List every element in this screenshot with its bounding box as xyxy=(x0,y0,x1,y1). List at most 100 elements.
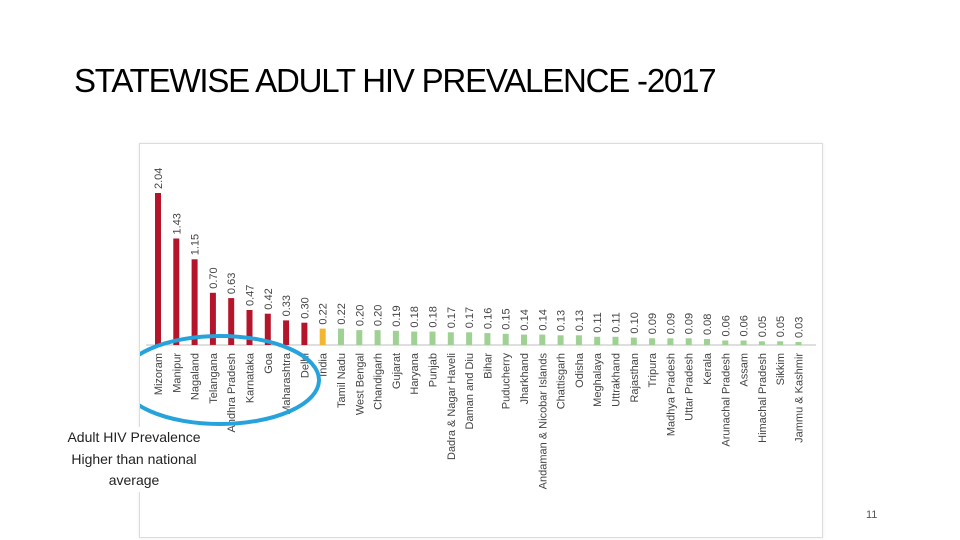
bar xyxy=(484,333,491,345)
value-label: 0.05 xyxy=(775,316,787,337)
category-label: Madhya Pradesh xyxy=(665,353,677,436)
category-label: Odisha xyxy=(574,352,586,388)
bar xyxy=(374,330,381,345)
category-label: Assam xyxy=(739,353,751,387)
category-label: Chattisgarh xyxy=(556,353,568,409)
category-label: West Bengal xyxy=(354,353,366,415)
value-label: 0.33 xyxy=(281,295,293,316)
value-label: 0.10 xyxy=(629,312,641,333)
category-label: Jammu & Kashmir xyxy=(794,353,806,443)
value-label: 0.11 xyxy=(611,312,623,333)
page-number: 11 xyxy=(866,509,878,521)
value-label: 0.08 xyxy=(702,314,714,335)
bar xyxy=(338,328,344,345)
value-label: 0.42 xyxy=(263,288,275,309)
bar xyxy=(319,328,326,345)
bar xyxy=(447,332,454,345)
category-label: Telangana xyxy=(208,352,220,404)
category-label: Meghalaya xyxy=(592,352,604,407)
bar xyxy=(283,320,290,345)
bar xyxy=(429,331,436,345)
category-label: Mizoram xyxy=(153,353,165,395)
value-label: 0.18 xyxy=(409,306,421,327)
bar xyxy=(521,334,527,345)
category-label: Andaman & Nicobar Islands xyxy=(537,353,549,490)
bar xyxy=(155,193,161,345)
bar xyxy=(411,331,418,345)
bar xyxy=(228,298,235,345)
category-label: Rajasthan xyxy=(629,353,641,403)
bar xyxy=(685,338,692,345)
value-label: 0.16 xyxy=(482,308,494,329)
category-label: Daman and Diu xyxy=(464,353,476,429)
bar xyxy=(795,342,802,345)
bar xyxy=(173,238,180,345)
bar xyxy=(466,332,473,345)
value-label: 0.05 xyxy=(757,316,769,337)
bar xyxy=(704,339,710,345)
category-label: India xyxy=(318,352,330,377)
value-label: 0.09 xyxy=(647,313,659,334)
bar xyxy=(722,340,729,345)
value-label: 0.14 xyxy=(537,309,549,330)
bar xyxy=(777,341,784,345)
category-label: Uttar Pradesh xyxy=(684,353,696,421)
bar xyxy=(209,292,216,345)
value-label: 0.14 xyxy=(519,309,531,330)
value-label: 0.15 xyxy=(501,308,513,329)
category-label: Manipur xyxy=(171,353,183,393)
bar xyxy=(392,330,399,345)
value-label: 1.15 xyxy=(190,234,202,255)
value-label: 1.43 xyxy=(171,213,183,234)
value-label: 0.11 xyxy=(592,312,604,333)
category-label: Dadra & Nagar Haveli xyxy=(446,353,458,460)
bar xyxy=(575,335,582,345)
value-label: 0.17 xyxy=(446,307,458,328)
bar xyxy=(502,333,509,345)
value-label: 0.30 xyxy=(299,297,311,318)
category-label: Jharkhand xyxy=(519,353,531,404)
category-label: Maharashtra xyxy=(281,352,293,415)
category-label: Uttrakhand xyxy=(611,353,623,407)
category-label: Himachal Pradesh xyxy=(757,353,769,443)
value-label: 0.47 xyxy=(245,285,257,306)
category-label: Puducherry xyxy=(501,353,513,410)
value-label: 2.04 xyxy=(153,168,165,189)
category-label: Arunachal Pradesh xyxy=(720,353,732,447)
bar xyxy=(594,336,601,345)
value-label: 0.63 xyxy=(226,273,238,294)
value-label: 0.20 xyxy=(373,305,385,326)
bar xyxy=(612,336,619,345)
category-label: Sikkim xyxy=(775,353,787,385)
value-label: 0.19 xyxy=(391,305,403,326)
bar xyxy=(758,341,765,345)
highlight-ellipse xyxy=(140,334,321,426)
bar xyxy=(539,334,546,345)
value-label: 0.13 xyxy=(556,310,568,331)
value-label: 0.13 xyxy=(574,310,586,331)
value-label: 0.20 xyxy=(354,305,366,326)
bar xyxy=(649,338,656,345)
value-label: 0.70 xyxy=(208,267,220,288)
chart-frame: 2.04 1.43 1.15 0.70 0.63 0.47 0.42 0.33 0.30 0.22… xyxy=(139,143,823,538)
bar xyxy=(246,310,253,345)
bar xyxy=(356,330,363,345)
category-label: Chandigarh xyxy=(373,353,385,410)
bar xyxy=(264,313,271,345)
category-label: Tamil Nadu xyxy=(336,353,348,408)
category-label: Nagaland xyxy=(190,353,202,400)
category-label: Goa xyxy=(263,352,275,374)
category-label: Bihar xyxy=(482,353,494,379)
bar xyxy=(667,338,674,345)
category-label: Andhra Pradesh xyxy=(226,353,238,433)
bar xyxy=(740,340,747,345)
bar xyxy=(301,322,308,345)
category-label: Karnataka xyxy=(245,352,257,403)
bar xyxy=(557,335,564,345)
bar xyxy=(191,259,198,345)
value-label: 0.09 xyxy=(665,313,677,334)
category-label: Tripura xyxy=(647,352,659,387)
value-label: 0.22 xyxy=(336,303,348,324)
value-label: 0.17 xyxy=(464,307,476,328)
value-label: 0.06 xyxy=(739,315,751,336)
